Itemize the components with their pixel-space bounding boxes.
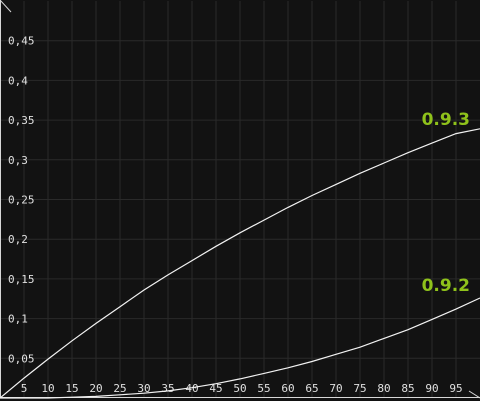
x-tick-label: 80 [377,382,390,395]
y-tick-label: 0,4 [8,74,28,87]
x-tick-label: 60 [281,382,294,395]
x-tick-label: 35 [161,382,174,395]
y-tick-label: 0,1 [8,313,28,326]
x-axis-ticks: 5 10 15 20 25 30 35 40 45 50 55 60 65 70 75 80 85 90 95 [21,382,463,395]
x-tick-label: 25 [113,382,126,395]
y-tick-label: 0,3 [8,154,28,167]
x-tick-label: 10 [41,382,54,395]
series-label-1: 0.9.2 [422,276,470,296]
y-tick-label: 0,15 [8,273,35,286]
series-labels: 0.9.3 0.9.2 [422,110,470,296]
chart-series [0,128,480,399]
x-tick-label: 65 [305,382,318,395]
y-axis-ticks: 0,05 0,1 0,15 0,2 0,25 0,3 0,35 0,4 0,45 [8,35,35,366]
x-tick-label: 85 [401,382,414,395]
x-axis-arrow [468,390,480,399]
x-tick-label: 50 [233,382,246,395]
x-tick-label: 70 [329,382,342,395]
series-line-0 [0,128,480,399]
y-tick-label: 0,2 [8,233,28,246]
y-tick-label: 0,25 [8,194,35,207]
x-tick-label: 90 [425,382,438,395]
y-tick-label: 0,45 [8,35,35,48]
x-tick-label: 55 [257,382,270,395]
x-tick-label: 95 [449,382,462,395]
y-axis-arrow [0,0,12,13]
x-tick-label: 30 [137,382,150,395]
series-line-1 [0,297,480,399]
x-tick-label: 15 [65,382,78,395]
x-tick-label: 20 [89,382,102,395]
series-label-0: 0.9.3 [422,110,470,130]
x-tick-label: 5 [21,382,28,395]
y-tick-label: 0,05 [8,352,35,365]
y-tick-label: 0,35 [8,114,35,127]
x-tick-label: 40 [185,382,198,395]
x-tick-label: 75 [353,382,366,395]
x-tick-label: 45 [209,382,222,395]
